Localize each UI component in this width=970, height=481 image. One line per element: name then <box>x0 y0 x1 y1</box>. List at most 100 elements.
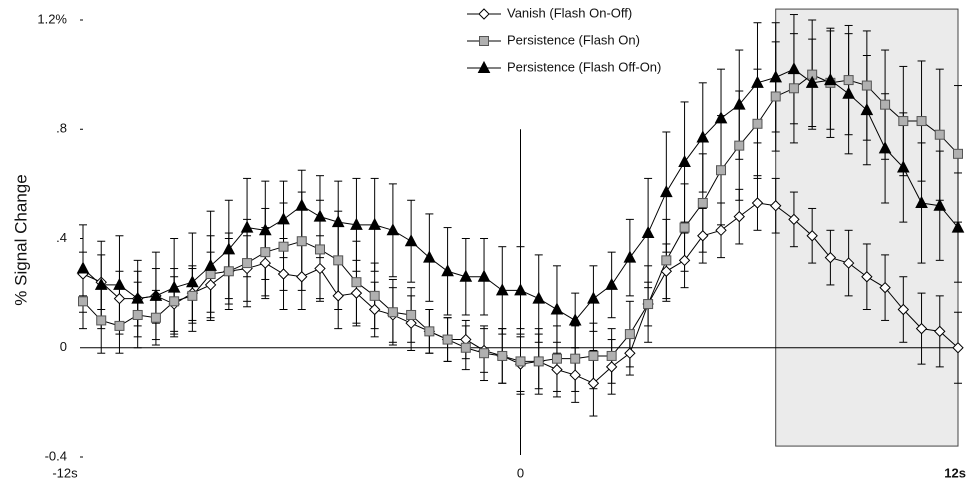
legend-marker <box>477 60 491 73</box>
marker <box>751 75 764 88</box>
marker <box>951 220 965 233</box>
marker <box>296 271 308 283</box>
legend-marker <box>478 8 490 20</box>
marker <box>878 141 892 154</box>
marker <box>332 290 344 302</box>
y-tick-label: 1.2% <box>37 11 67 26</box>
marker <box>842 257 855 269</box>
marker <box>94 277 108 290</box>
x-tick-label: 0 <box>517 465 524 480</box>
marker <box>314 262 326 275</box>
marker <box>150 312 161 323</box>
marker <box>587 291 600 304</box>
marker <box>387 307 398 318</box>
marker <box>386 223 400 236</box>
marker <box>624 329 635 340</box>
marker <box>880 99 891 110</box>
marker <box>788 83 799 94</box>
marker <box>752 118 763 129</box>
marker <box>314 244 325 255</box>
marker <box>896 160 910 173</box>
marker <box>114 320 125 331</box>
marker <box>697 230 709 242</box>
marker <box>605 277 618 290</box>
y-tick-label: .8 <box>56 121 67 136</box>
y-tick-label: -0.4 <box>45 448 67 463</box>
marker <box>260 247 271 258</box>
marker <box>915 195 928 208</box>
marker <box>533 356 544 367</box>
marker <box>351 277 362 288</box>
marker <box>259 257 271 269</box>
marker <box>661 255 672 266</box>
marker <box>350 217 363 230</box>
marker <box>860 103 874 116</box>
marker <box>406 309 417 320</box>
legend-label: Persistence (Flash Off-On) <box>507 59 661 74</box>
marker <box>477 269 491 282</box>
marker <box>806 230 818 242</box>
marker <box>660 265 673 277</box>
marker <box>551 363 563 376</box>
marker <box>787 62 801 75</box>
marker <box>258 223 272 236</box>
marker <box>405 317 417 329</box>
marker <box>331 215 345 228</box>
y-axis-label: % Signal Change <box>11 174 30 305</box>
marker <box>678 254 691 267</box>
marker <box>916 116 927 127</box>
marker <box>240 220 254 233</box>
marker <box>952 342 964 354</box>
marker <box>131 291 145 304</box>
marker <box>368 217 381 230</box>
marker <box>96 315 107 326</box>
marker <box>805 75 819 88</box>
marker <box>404 234 418 247</box>
marker <box>898 116 909 127</box>
marker <box>770 200 782 212</box>
marker <box>715 224 727 237</box>
marker <box>843 75 854 86</box>
x-tick-label: 12s <box>944 465 966 480</box>
marker <box>551 353 562 364</box>
marker <box>479 348 490 359</box>
marker <box>113 292 126 305</box>
legend-marker <box>479 36 489 46</box>
marker <box>333 255 344 266</box>
marker <box>770 91 781 102</box>
marker <box>242 258 253 269</box>
marker <box>460 342 471 353</box>
marker <box>204 258 217 271</box>
marker <box>369 290 380 301</box>
marker <box>660 184 673 198</box>
marker <box>915 322 928 335</box>
marker <box>587 377 600 389</box>
marker <box>697 197 708 208</box>
marker <box>441 264 454 277</box>
marker <box>934 325 946 338</box>
marker <box>459 269 473 282</box>
marker <box>897 303 910 316</box>
marker <box>423 250 436 263</box>
marker <box>679 222 690 233</box>
marker <box>222 242 236 255</box>
marker <box>733 210 745 223</box>
legend-label: Persistence (Flash On) <box>507 32 640 47</box>
marker <box>514 283 527 296</box>
marker <box>879 281 891 294</box>
legend-label: Vanish (Flash On-Off) <box>507 5 632 20</box>
marker <box>624 347 636 359</box>
marker <box>714 111 728 124</box>
marker <box>277 268 290 280</box>
x-tick-label: -12s <box>52 465 78 480</box>
marker <box>623 250 637 263</box>
marker <box>716 165 727 176</box>
marker <box>933 198 947 211</box>
y-tick-label: 0 <box>60 339 67 354</box>
marker <box>532 291 546 304</box>
marker <box>497 350 508 361</box>
marker <box>515 356 526 367</box>
marker <box>149 288 163 301</box>
marker <box>277 212 290 225</box>
